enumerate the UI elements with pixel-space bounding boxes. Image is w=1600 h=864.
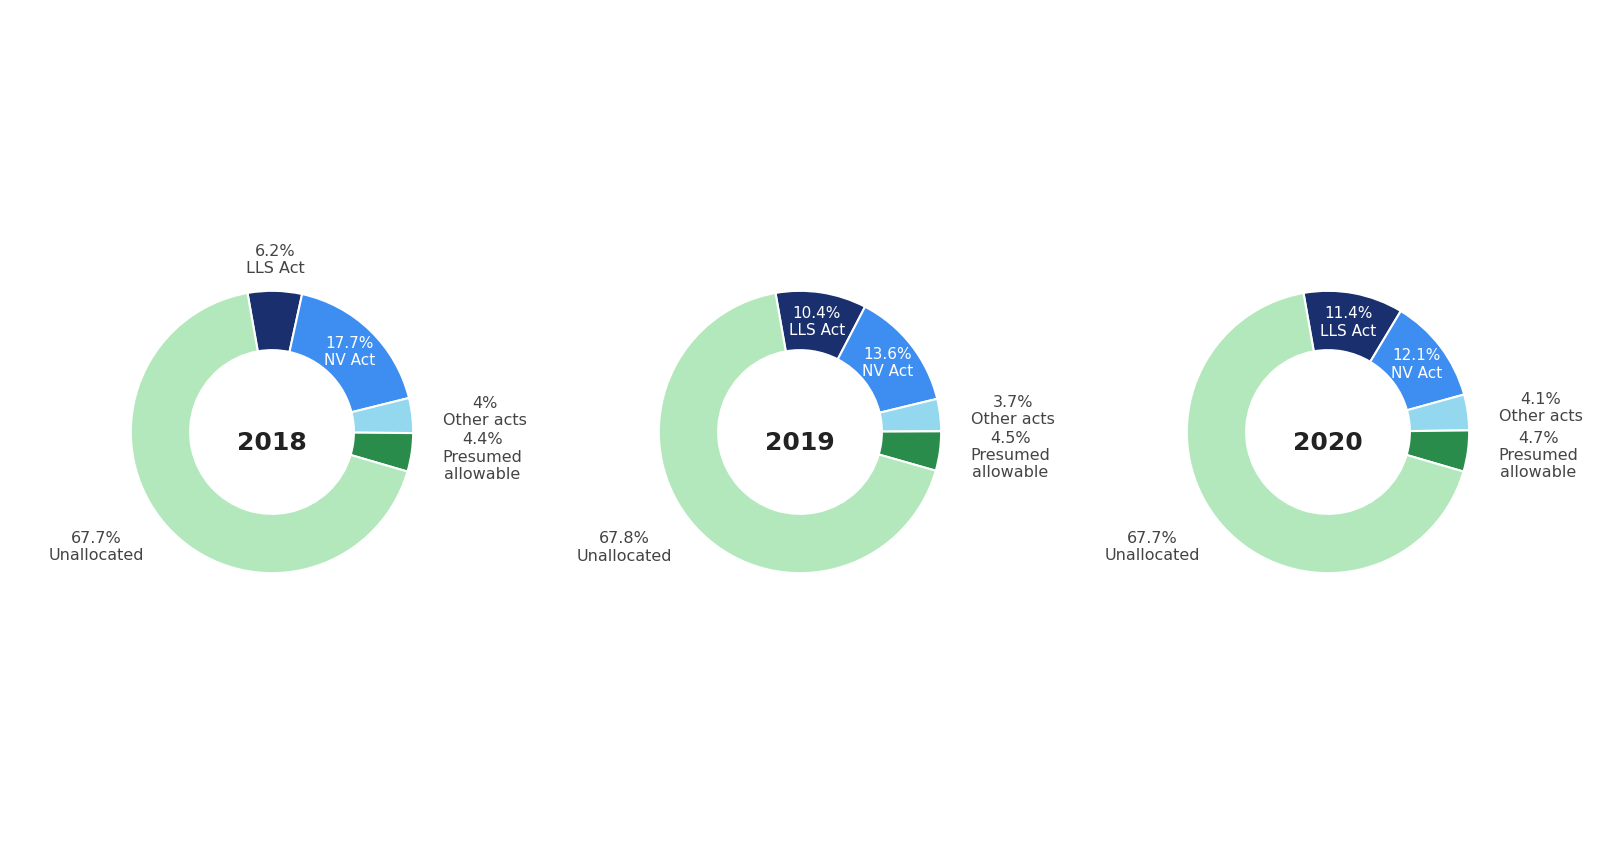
Wedge shape <box>131 293 408 573</box>
Text: 2018: 2018 <box>237 431 307 455</box>
Wedge shape <box>659 293 936 573</box>
Text: 13.6%
NV Act: 13.6% NV Act <box>862 347 914 379</box>
Text: 67.7%
Unallocated: 67.7% Unallocated <box>48 530 144 563</box>
Text: 67.7%
Unallocated: 67.7% Unallocated <box>1104 530 1200 563</box>
Text: 67.8%
Unallocated: 67.8% Unallocated <box>576 531 672 563</box>
Text: 10.4%
LLS Act: 10.4% LLS Act <box>789 306 845 338</box>
Wedge shape <box>1370 311 1464 410</box>
Wedge shape <box>1304 291 1400 362</box>
Wedge shape <box>350 433 413 472</box>
Wedge shape <box>776 291 866 359</box>
Wedge shape <box>248 291 302 352</box>
Wedge shape <box>352 398 413 433</box>
Wedge shape <box>1187 293 1464 573</box>
Text: 11.4%
LLS Act: 11.4% LLS Act <box>1320 306 1376 339</box>
Text: 4.1%
Other acts: 4.1% Other acts <box>1499 391 1582 424</box>
Wedge shape <box>290 294 410 412</box>
Text: 4%
Other acts: 4% Other acts <box>443 396 526 428</box>
Wedge shape <box>880 399 941 432</box>
Text: 4.4%
Presumed
allowable: 4.4% Presumed allowable <box>443 432 522 482</box>
Text: 12.1%
NV Act: 12.1% NV Act <box>1392 348 1443 381</box>
Text: 6.2%
LLS Act: 6.2% LLS Act <box>246 244 306 276</box>
Wedge shape <box>838 307 938 413</box>
Wedge shape <box>878 431 941 471</box>
Text: 2019: 2019 <box>765 431 835 455</box>
Text: 4.5%
Presumed
allowable: 4.5% Presumed allowable <box>971 430 1051 480</box>
Wedge shape <box>1406 430 1469 472</box>
Text: 17.7%
NV Act: 17.7% NV Act <box>325 336 376 368</box>
Text: 3.7%
Other acts: 3.7% Other acts <box>971 395 1054 428</box>
Text: 2020: 2020 <box>1293 431 1363 455</box>
Wedge shape <box>1406 395 1469 431</box>
Text: 4.7%
Presumed
allowable: 4.7% Presumed allowable <box>1499 430 1579 480</box>
